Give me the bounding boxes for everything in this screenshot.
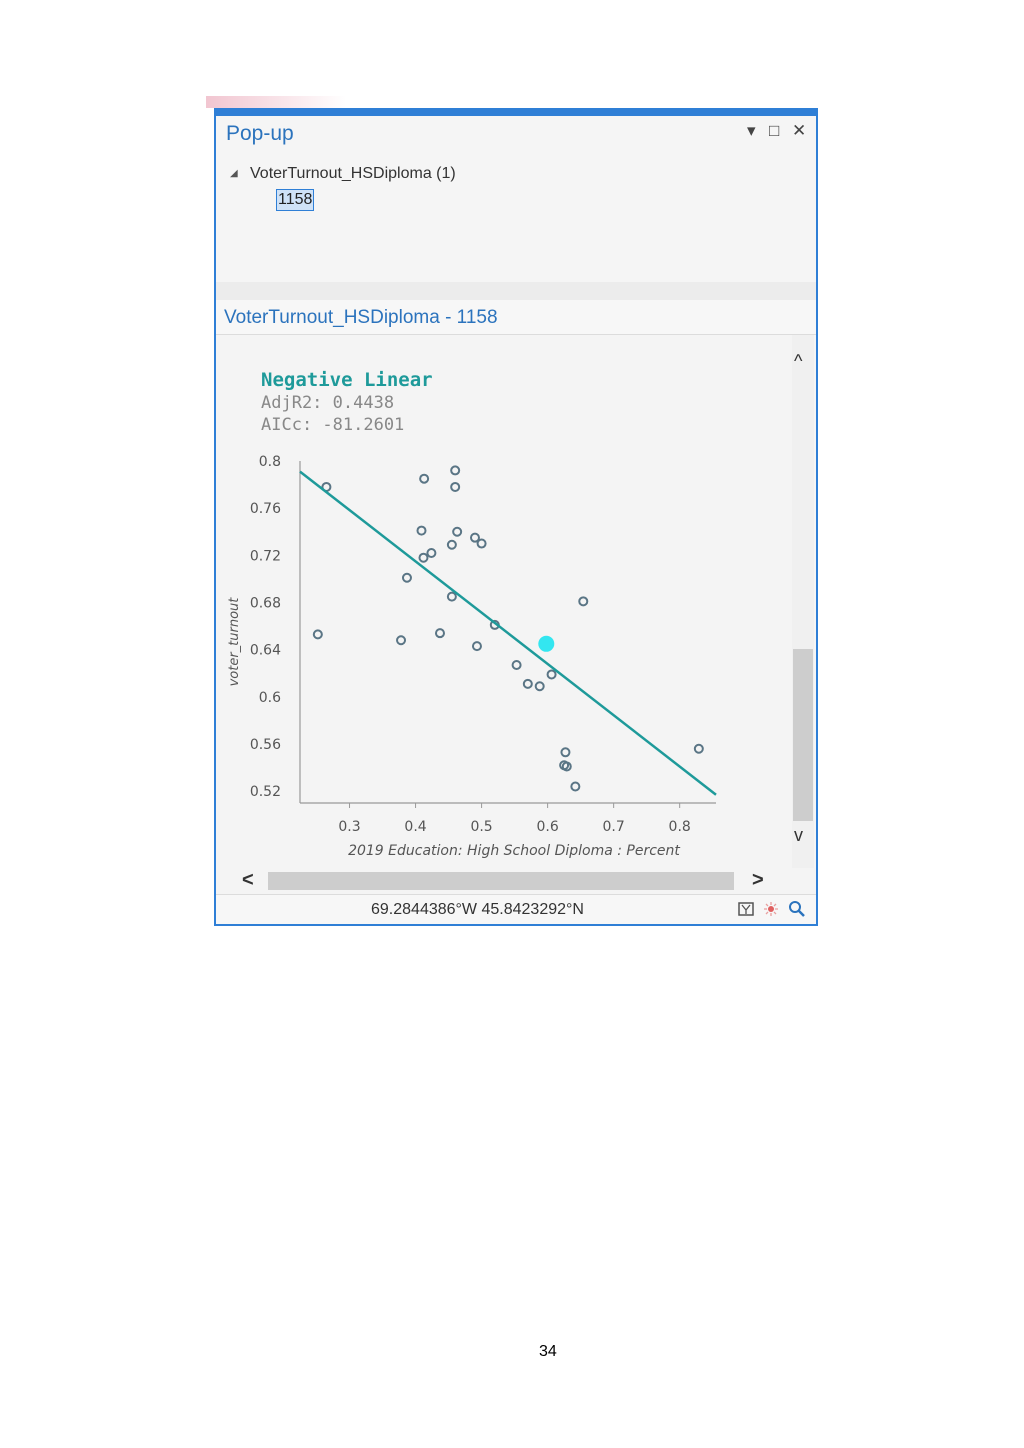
vertical-scroll-thumb[interactable] [793,649,813,821]
adjr2-stat: AdjR2: 0.4438 [261,393,395,413]
data-point[interactable] [578,596,589,607]
scroll-up-icon[interactable]: ^ [794,351,803,371]
trend-line [299,470,717,796]
data-point[interactable] [434,628,445,639]
close-button[interactable]: ✕ [792,121,807,140]
data-point[interactable] [471,641,482,652]
horizontal-scrollbar[interactable]: < > [216,868,816,894]
data-point[interactable] [446,539,457,550]
data-point[interactable] [450,465,461,476]
data-point[interactable] [418,552,429,563]
data-point[interactable] [534,681,545,692]
scroll-left-icon[interactable]: < [242,869,254,891]
vertical-scrollbar[interactable]: ^ v [792,335,814,868]
collapse-triangle-icon[interactable]: ◢ [230,168,238,179]
data-point[interactable] [570,781,581,792]
y-tick-label: 0.76 [250,501,281,517]
status-bar: 69.2844386°W 45.8423292°N [216,894,816,924]
data-point[interactable] [522,678,533,689]
data-point[interactable] [469,532,480,543]
chart-content: Negative Linear AdjR2: 0.4438 AICc: -81.… [216,335,792,868]
data-point[interactable] [452,526,463,537]
detail-header: VoterTurnout_HSDiploma - 1158 [216,300,816,335]
zoom-icon[interactable] [788,900,806,918]
maximize-button[interactable]: □ [769,121,780,140]
data-point[interactable] [546,669,557,680]
data-point[interactable] [446,591,457,602]
data-point[interactable] [416,525,427,536]
window-icon[interactable] [737,900,755,918]
y-tick-label: 0.64 [250,643,281,659]
x-axis-label: 2019 Education: High School Diploma : Pe… [348,843,680,859]
panel-separator[interactable] [216,282,816,300]
data-point[interactable] [561,761,572,772]
y-tick-label: 0.72 [250,548,281,564]
y-tick-label: 0.52 [250,784,281,800]
data-point[interactable] [419,473,430,484]
data-point[interactable] [693,743,704,754]
x-tick-label: 0.3 [338,819,360,835]
x-tick-label: 0.8 [669,819,691,835]
data-point[interactable] [511,660,522,671]
aicc-stat: AICc: -81.2601 [261,415,405,435]
flash-icon[interactable] [762,900,780,918]
y-tick-label: 0.68 [250,596,281,612]
data-point[interactable] [401,572,412,583]
y-tick-label: 0.6 [259,690,281,706]
data-point[interactable] [426,547,437,558]
chart-title: Negative Linear [261,369,433,391]
menu-dropdown-icon[interactable]: ▾ [747,121,756,140]
window-title: Pop-up [226,122,294,145]
popup-window: Pop-up ▾ □ ✕ ◢ VoterTurnout_HSDiploma (1… [214,108,818,926]
scatter-chart: 0.8 0.76 0.72 0.68 0.64 0.6 0.56 0.52 0.3 0.4 0.5… [227,454,717,859]
y-tick-label: 0.56 [250,737,281,753]
detail-title: VoterTurnout_HSDiploma - 1158 [224,307,498,328]
window-accent-bar [216,110,816,116]
data-point[interactable] [560,747,571,758]
page-number: 34 [539,1343,557,1360]
scroll-right-icon[interactable]: > [752,869,764,891]
data-point[interactable] [476,538,487,549]
x-tick-label: 0.4 [404,819,426,835]
y-tick-label: 0.8 [259,454,281,470]
coordinates-readout: 69.2844386°W 45.8423292°N [371,901,584,918]
data-point[interactable] [312,629,323,640]
tree-item-feature[interactable]: 1158 [276,189,315,211]
y-axis-label: voter_turnout [227,597,242,687]
highlighted-point[interactable] [538,635,555,652]
data-point[interactable] [396,635,407,646]
x-tick-label: 0.5 [470,819,492,835]
horizontal-scroll-thumb[interactable] [268,872,734,890]
tree-layer-label[interactable]: VoterTurnout_HSDiploma (1) [250,165,456,182]
x-tick-label: 0.6 [536,819,558,835]
scroll-down-icon[interactable]: v [794,825,803,845]
data-point[interactable] [450,481,461,492]
decorative-highlight [206,96,346,108]
x-tick-label: 0.7 [603,819,625,835]
